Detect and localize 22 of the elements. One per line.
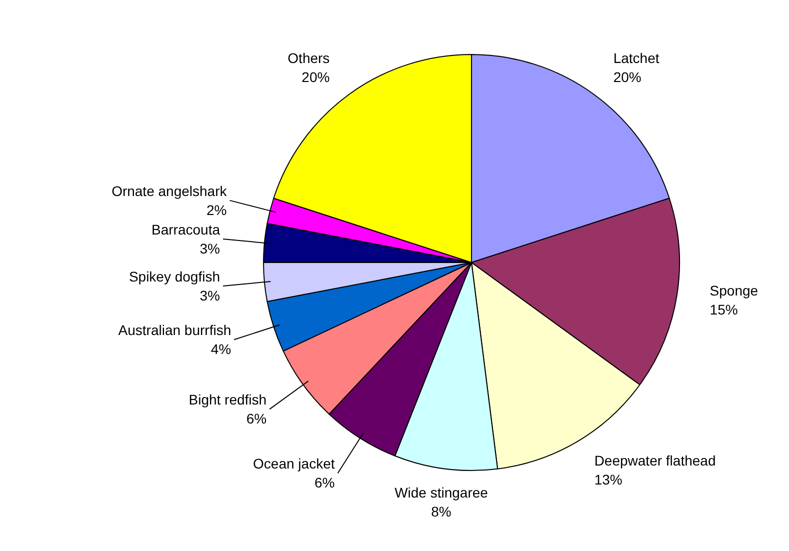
data-label: 6% [314,474,335,491]
slice-label: Wide stingaree [394,484,488,500]
slice-label: Spikey dogfish [128,268,220,284]
slice-label: Barracouta [152,222,220,238]
slice-label: Bight redfish [188,392,267,408]
slice-label: Ocean jacket [253,456,335,472]
data-label: 3% [200,240,220,257]
slice-label: Deepwater flathead [594,452,716,469]
slice-label: Latchet [613,50,660,66]
slice-label: Ornate angelshark [112,182,228,199]
data-label: 20% [613,68,642,85]
slice-label: Australian burrfish [118,322,232,338]
data-label: 2% [206,202,227,218]
data-label: 15% [710,302,738,318]
data-label: 3% [200,287,220,304]
slice-label: Sponge [710,282,758,299]
data-label: 6% [246,410,267,427]
data-label: 4% [210,341,232,358]
data-label: 13% [594,472,622,488]
slice-label: Others [288,50,330,66]
data-label: 8% [431,503,452,520]
data-label: 20% [302,68,330,85]
